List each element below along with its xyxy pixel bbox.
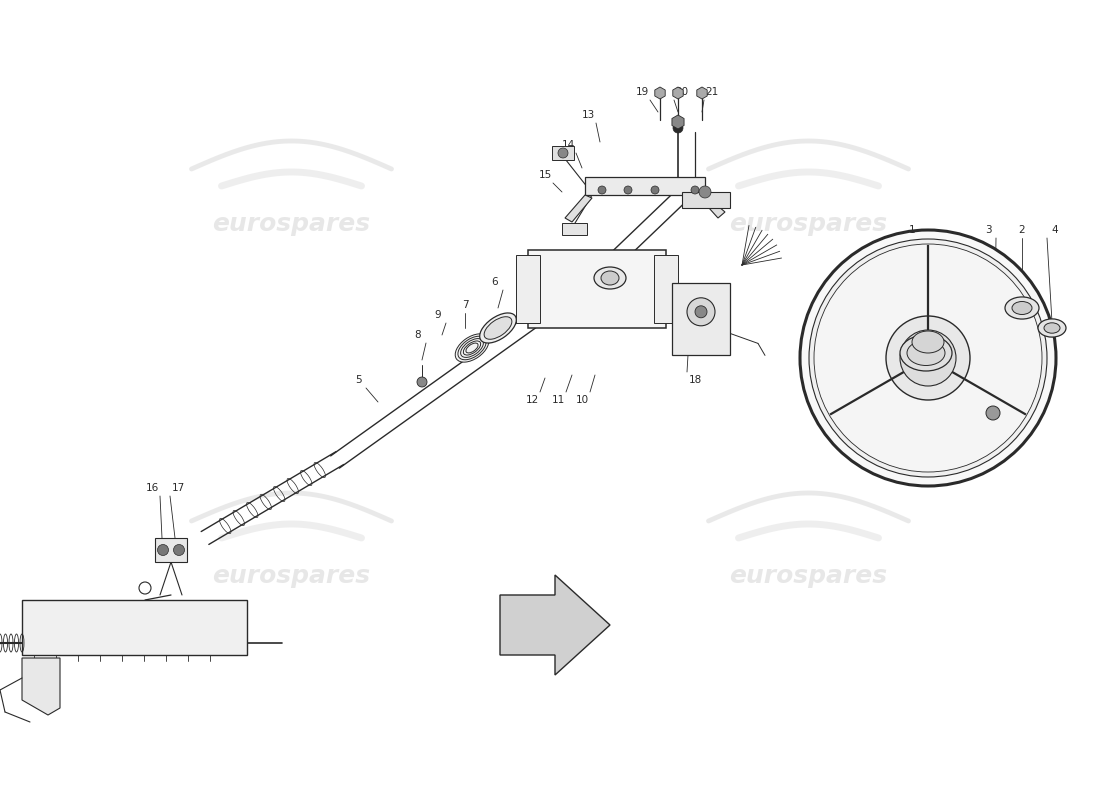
Text: eurospares: eurospares: [212, 564, 371, 588]
Text: 12: 12: [526, 395, 539, 405]
Circle shape: [558, 148, 568, 158]
Polygon shape: [22, 658, 61, 715]
Text: 15: 15: [538, 170, 551, 180]
Text: 5: 5: [354, 375, 361, 385]
Ellipse shape: [900, 335, 952, 371]
Bar: [654, 255, 678, 323]
Text: eurospares: eurospares: [212, 212, 371, 236]
Bar: [672, 283, 730, 355]
Circle shape: [651, 186, 659, 194]
Bar: [585, 177, 705, 195]
Text: 10: 10: [575, 395, 589, 405]
Circle shape: [814, 244, 1042, 472]
Text: 2: 2: [1019, 225, 1025, 235]
Text: 11: 11: [551, 395, 564, 405]
Text: 17: 17: [172, 483, 185, 493]
Bar: [22, 600, 248, 655]
Text: eurospares: eurospares: [729, 564, 888, 588]
Circle shape: [808, 239, 1047, 477]
Circle shape: [986, 406, 1000, 420]
Bar: [528, 250, 666, 328]
Text: eurospares: eurospares: [729, 212, 888, 236]
Bar: [516, 255, 540, 323]
Ellipse shape: [455, 334, 488, 362]
Ellipse shape: [601, 271, 619, 285]
Ellipse shape: [463, 341, 481, 355]
Text: 9: 9: [434, 310, 441, 320]
Ellipse shape: [1005, 297, 1040, 319]
Text: 16: 16: [145, 483, 158, 493]
Circle shape: [886, 316, 970, 400]
Text: 21: 21: [705, 87, 718, 97]
Ellipse shape: [1044, 322, 1060, 334]
Text: 1: 1: [909, 225, 915, 235]
Text: 13: 13: [582, 110, 595, 120]
Text: 3: 3: [984, 225, 991, 235]
Ellipse shape: [484, 317, 512, 339]
Ellipse shape: [912, 331, 944, 353]
Bar: [682, 192, 730, 208]
Circle shape: [698, 186, 711, 198]
Ellipse shape: [466, 343, 478, 353]
Text: 7: 7: [462, 300, 469, 310]
Circle shape: [900, 330, 956, 386]
Circle shape: [688, 298, 715, 326]
Ellipse shape: [1038, 319, 1066, 337]
Text: 18: 18: [689, 375, 702, 385]
Ellipse shape: [908, 341, 945, 366]
Bar: [552, 146, 574, 160]
Ellipse shape: [480, 313, 516, 343]
Bar: [155, 538, 187, 562]
Circle shape: [800, 230, 1056, 486]
Circle shape: [157, 545, 168, 555]
Text: 8: 8: [415, 330, 421, 340]
Ellipse shape: [594, 267, 626, 289]
Circle shape: [691, 186, 698, 194]
Polygon shape: [700, 195, 725, 218]
Ellipse shape: [1012, 302, 1032, 314]
Text: 20: 20: [675, 87, 689, 97]
Circle shape: [598, 186, 606, 194]
Bar: [562, 223, 587, 235]
Circle shape: [695, 306, 707, 318]
Ellipse shape: [461, 338, 483, 358]
Circle shape: [417, 377, 427, 387]
Text: 6: 6: [492, 277, 498, 287]
Text: 14: 14: [561, 140, 574, 150]
Polygon shape: [565, 195, 592, 222]
Text: 19: 19: [636, 87, 649, 97]
Ellipse shape: [458, 336, 486, 360]
Circle shape: [673, 123, 683, 133]
Text: 4: 4: [1052, 225, 1058, 235]
Circle shape: [624, 186, 632, 194]
Circle shape: [174, 545, 185, 555]
Polygon shape: [500, 575, 610, 675]
